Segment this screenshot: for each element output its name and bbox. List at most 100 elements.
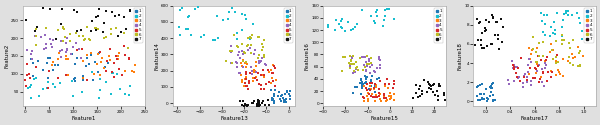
Point — [269, 72, 278, 74]
Point — [518, 82, 528, 84]
Point — [493, 38, 503, 40]
Point — [524, 73, 533, 75]
Point — [371, 94, 381, 96]
Point — [279, 100, 289, 102]
Point — [77, 57, 86, 59]
Point — [242, 45, 251, 47]
Point — [71, 32, 81, 34]
Point — [249, 53, 259, 55]
Point — [365, 82, 375, 84]
Point — [347, 57, 357, 59]
Point — [70, 78, 79, 80]
Point — [119, 16, 129, 18]
Point — [349, 63, 359, 65]
Point — [26, 77, 35, 79]
Point — [371, 83, 380, 85]
Point — [536, 76, 546, 78]
Legend: 1, 2, 3, 4, 5, 6, 7: 1, 2, 3, 4, 5, 6, 7 — [584, 8, 594, 43]
Point — [127, 70, 136, 72]
Y-axis label: Feature14: Feature14 — [154, 42, 160, 70]
Point — [350, 26, 360, 28]
Point — [347, 56, 356, 58]
Point — [94, 52, 104, 54]
Point — [242, 105, 252, 107]
Point — [25, 86, 35, 88]
Point — [235, 100, 245, 102]
Point — [330, 30, 340, 32]
Point — [120, 54, 130, 56]
Point — [79, 77, 88, 79]
Point — [31, 30, 40, 32]
Y-axis label: Feature18: Feature18 — [458, 42, 463, 70]
Point — [488, 82, 497, 84]
Point — [250, 49, 260, 51]
Point — [558, 20, 568, 22]
Point — [556, 73, 565, 75]
Point — [46, 43, 55, 45]
Point — [232, 61, 241, 63]
Point — [94, 28, 103, 30]
Point — [264, 71, 274, 73]
Point — [99, 67, 109, 69]
Point — [236, 62, 246, 64]
Point — [482, 45, 492, 47]
Point — [371, 11, 381, 13]
Point — [364, 98, 373, 100]
Point — [429, 83, 439, 85]
Point — [529, 77, 538, 79]
Point — [82, 26, 92, 28]
Point — [227, 51, 236, 53]
Point — [375, 93, 385, 95]
Point — [361, 77, 370, 79]
Point — [361, 87, 371, 89]
Point — [121, 28, 130, 30]
Point — [248, 23, 258, 25]
Point — [247, 102, 257, 104]
Point — [268, 77, 277, 79]
Point — [434, 85, 444, 87]
Point — [474, 22, 484, 24]
Point — [234, 72, 244, 74]
Point — [509, 80, 518, 82]
Point — [524, 47, 534, 49]
Point — [575, 17, 584, 19]
Point — [30, 35, 40, 37]
Point — [53, 64, 63, 66]
Point — [226, 62, 236, 64]
Point — [366, 57, 376, 59]
Point — [356, 78, 366, 80]
Point — [363, 63, 373, 65]
Point — [242, 63, 252, 65]
Point — [472, 95, 482, 97]
Point — [269, 100, 279, 102]
Point — [374, 92, 383, 94]
Point — [440, 98, 449, 100]
Point — [419, 79, 428, 81]
Point — [244, 44, 253, 46]
Point — [111, 55, 121, 57]
Point — [227, 50, 237, 52]
Point — [382, 8, 392, 10]
Point — [274, 95, 283, 97]
Point — [550, 33, 559, 35]
Point — [376, 98, 385, 100]
Point — [481, 88, 491, 90]
Point — [243, 104, 253, 106]
X-axis label: Feature1: Feature1 — [71, 116, 96, 121]
Point — [414, 88, 424, 90]
Point — [112, 27, 121, 29]
Point — [238, 50, 247, 52]
Point — [558, 58, 568, 60]
Point — [353, 86, 362, 88]
Point — [248, 73, 257, 75]
Point — [243, 88, 253, 90]
Point — [367, 64, 377, 66]
Point — [82, 79, 92, 81]
Point — [254, 99, 263, 101]
Point — [86, 39, 95, 41]
Point — [117, 74, 127, 76]
Point — [413, 96, 423, 98]
Point — [257, 44, 266, 46]
Point — [269, 102, 278, 104]
Point — [112, 73, 122, 75]
